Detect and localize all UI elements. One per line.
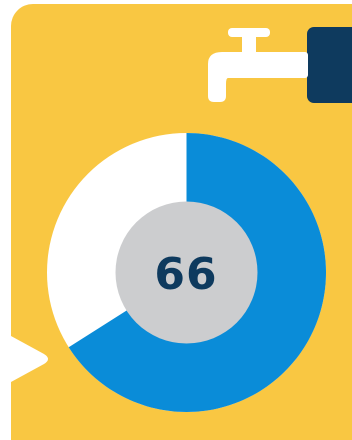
pointer-triangle-icon xyxy=(0,330,48,388)
donut-gauge xyxy=(47,133,326,412)
faucet-icon xyxy=(208,28,308,102)
side-tab xyxy=(307,27,352,103)
center-disc xyxy=(115,201,258,344)
